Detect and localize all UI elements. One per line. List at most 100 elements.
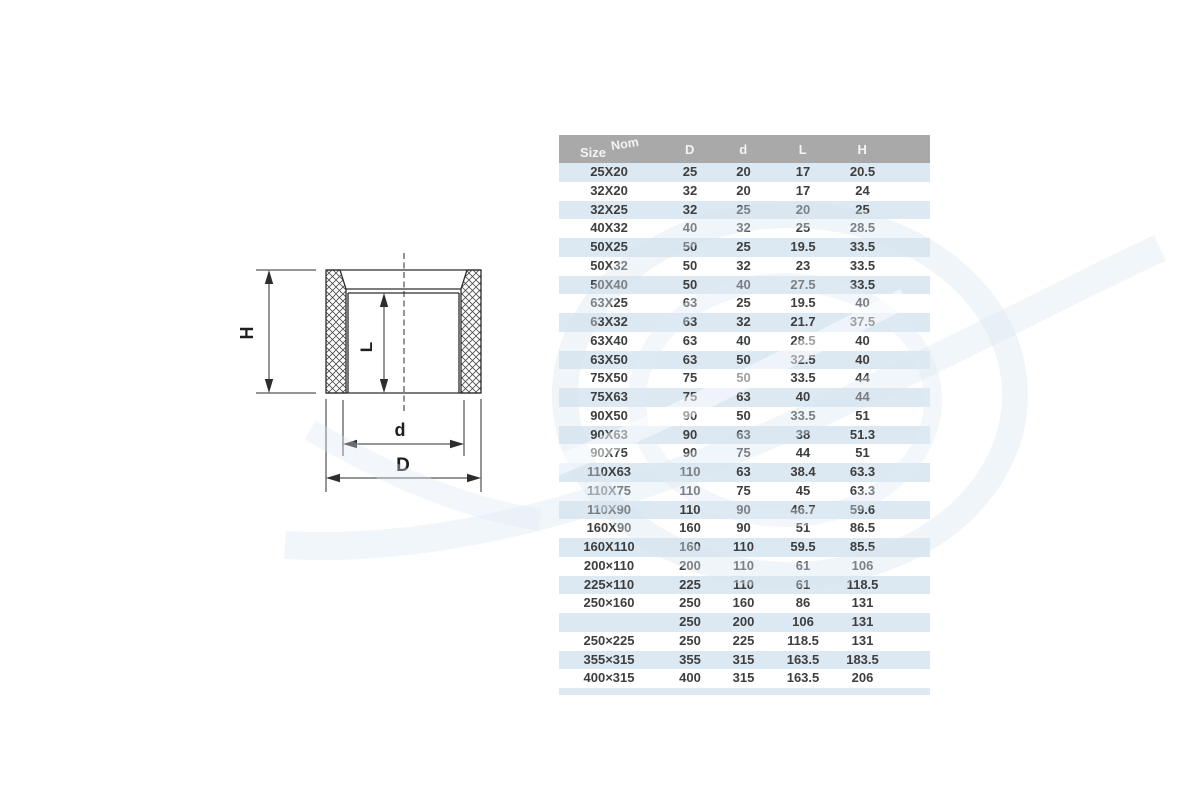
cell-size: 50X25 bbox=[590, 239, 628, 254]
cell-D: 50 bbox=[682, 276, 698, 292]
cell-H: 51.3 bbox=[849, 426, 876, 442]
cell-D: 90 bbox=[682, 407, 698, 423]
cell-D: 75 bbox=[682, 370, 698, 386]
table-row: 63X40 63 40 28.5 40 bbox=[559, 332, 930, 351]
cell-L: 106 bbox=[792, 614, 814, 629]
cell-size: 32X20 bbox=[590, 182, 628, 198]
cell-H: 40 bbox=[855, 351, 870, 367]
cell-d: 50 bbox=[736, 370, 751, 386]
cell-filler bbox=[885, 182, 930, 201]
cell-D: 32 bbox=[682, 201, 698, 217]
cell-H: 59.6 bbox=[849, 501, 876, 517]
cell-size: 32X25 bbox=[590, 201, 628, 217]
cell-filler bbox=[885, 388, 930, 407]
cell-D: 110 bbox=[679, 501, 701, 517]
cell-D: 250 bbox=[679, 614, 701, 629]
cell-filler bbox=[885, 613, 930, 632]
cell-L: 17 bbox=[795, 182, 811, 198]
cell-d: 75 bbox=[736, 482, 751, 498]
cell-L: 163.5 bbox=[786, 651, 820, 667]
cell-filler bbox=[885, 257, 930, 276]
cell-d: 90 bbox=[736, 520, 751, 536]
cell-filler bbox=[885, 332, 930, 351]
column-header-D: D bbox=[685, 141, 695, 157]
cell-filler bbox=[885, 163, 930, 182]
cell-D: 250 bbox=[679, 632, 701, 648]
cell-H: 63.3 bbox=[849, 464, 876, 479]
cell-L: 20 bbox=[795, 201, 811, 217]
cell-L: 45 bbox=[795, 482, 811, 498]
cell-filler bbox=[885, 238, 930, 257]
table-row: 90X63 90 63 38 51.3 bbox=[559, 425, 930, 445]
cell-L: 59.5 bbox=[790, 539, 816, 554]
cell-size: 50X40 bbox=[590, 276, 628, 292]
cell-d: 63 bbox=[736, 426, 751, 442]
cell-L: 61 bbox=[795, 576, 811, 592]
cell-H: 106 bbox=[851, 557, 874, 573]
table-row: 75X50 75 50 33.5 44 bbox=[559, 369, 930, 388]
cell-d: 63 bbox=[736, 464, 751, 479]
cell-L: 32.5 bbox=[790, 351, 816, 367]
cell-size: 90X63 bbox=[590, 426, 628, 442]
table-row: 250×225 250 225 118.5 131 bbox=[559, 632, 930, 651]
cell-filler bbox=[885, 632, 930, 651]
cell-H: 28.5 bbox=[849, 220, 876, 236]
cell-L: 40 bbox=[795, 389, 811, 404]
cell-H: 131 bbox=[851, 632, 874, 648]
cell-filler bbox=[885, 351, 930, 370]
table-row: 355×315 355 315 163.5 183.5 bbox=[559, 650, 930, 670]
cell-d: 315 bbox=[732, 670, 755, 686]
cell-size bbox=[559, 613, 659, 632]
cell-L: 38.4 bbox=[790, 464, 816, 479]
cell-size: 225×110 bbox=[583, 576, 635, 592]
cell-filler bbox=[885, 576, 930, 595]
cell-filler bbox=[885, 669, 930, 688]
cell-L: 33.5 bbox=[790, 407, 816, 423]
cell-filler bbox=[885, 313, 930, 332]
cell-D: 90 bbox=[682, 426, 698, 442]
cell-D: 40 bbox=[682, 220, 698, 236]
cell-filler bbox=[885, 501, 930, 520]
table-body: 25X20 25 20 17 20.5 32X20 32 20 17 24 32X25 32 25 20 2… bbox=[559, 163, 930, 688]
cell-L: 21.7 bbox=[790, 314, 816, 329]
cell-size: 63X32 bbox=[590, 314, 628, 329]
table-row: 400×315 400 315 163.5 206 bbox=[559, 669, 930, 688]
cell-size: 250×225 bbox=[583, 632, 635, 648]
cell-size: 75X50 bbox=[590, 370, 628, 386]
cell-H: 40 bbox=[855, 332, 870, 348]
cell-size: 63X40 bbox=[590, 332, 628, 348]
cell-filler bbox=[885, 426, 930, 445]
cell-H: 37.5 bbox=[849, 314, 876, 329]
column-header-H: H bbox=[857, 141, 868, 157]
cell-filler bbox=[885, 276, 930, 295]
cell-d: 63 bbox=[736, 389, 751, 404]
table-row: 90X75 90 75 44 51 bbox=[559, 444, 930, 463]
cell-H: 25 bbox=[855, 201, 870, 217]
dimension-table: Size Nom D d L H 25X20 25 20 17 20.5 32X20 32 2… bbox=[559, 135, 930, 695]
table-row: 75X63 75 63 40 44 bbox=[559, 388, 930, 407]
cell-H: 33.5 bbox=[849, 239, 876, 254]
cell-L: 51 bbox=[795, 520, 811, 536]
dimension-label-d: d bbox=[395, 420, 406, 440]
cell-D: 225 bbox=[679, 576, 701, 592]
cell-size: 160X110 bbox=[583, 539, 635, 554]
cell-d: 110 bbox=[733, 539, 754, 554]
cell-D: 63 bbox=[682, 351, 698, 367]
cell-L: 61 bbox=[795, 557, 811, 573]
right-wall-hatch bbox=[460, 269, 482, 394]
cell-H: 86.5 bbox=[849, 520, 876, 536]
cell-filler bbox=[885, 407, 930, 426]
cell-d: 32 bbox=[736, 257, 751, 273]
cell-d: 32 bbox=[736, 314, 751, 329]
cell-L: 118.5 bbox=[787, 632, 819, 648]
cell-size: 25X20 bbox=[590, 164, 628, 179]
dimension-label-L: L bbox=[357, 342, 376, 352]
table-row: 160X110 160 110 59.5 85.5 bbox=[559, 538, 930, 557]
table-row: 110X63 110 63 38.4 63.3 bbox=[559, 463, 930, 482]
cell-d: 40 bbox=[736, 276, 751, 292]
table-header-row: Size Nom D d L H bbox=[559, 135, 930, 163]
column-header-L: L bbox=[798, 141, 808, 157]
cell-D: 63 bbox=[682, 295, 698, 311]
cell-L: 23 bbox=[795, 257, 811, 273]
